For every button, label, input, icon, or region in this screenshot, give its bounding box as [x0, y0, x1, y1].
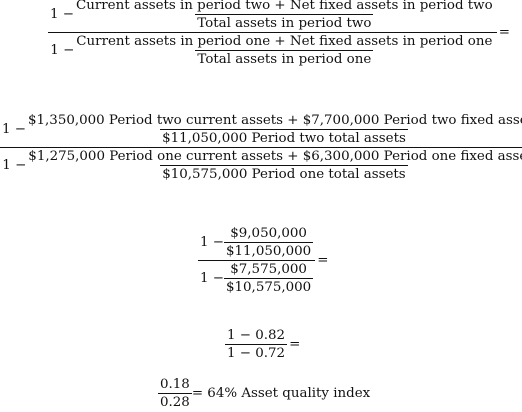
- one-minus-label: 1 −: [200, 271, 224, 286]
- summed-denominator: 1 − $7,575,000 $10,575,000: [198, 261, 315, 296]
- period-two-values-denominator: $11,050,000 Period two total assets: [160, 129, 408, 146]
- period-one-ratio-numerator: Current assets in period one + Net fixed…: [76, 34, 493, 49]
- definition-fraction: 1 − Current assets in period two + Net f…: [48, 0, 497, 68]
- substitution-numerator: 1 − $1,350,000 Period two current assets…: [0, 112, 522, 148]
- result-fraction: 0.18 0.28: [158, 376, 192, 411]
- period-one-sum: $7,575,000 $10,575,000: [224, 261, 314, 296]
- formula-ratios: 1 − 0.82 1 − 0.72 =: [225, 327, 300, 362]
- period-two-ratio-numerator: Current assets in period two + Net fixed…: [76, 0, 493, 13]
- formula-result: 0.18 0.28 = 64% Asset quality index: [158, 376, 370, 411]
- period-one-ratio: Current assets in period one + Net fixed…: [74, 33, 494, 68]
- substitution-denominator: 1 − $1,275,000 Period one current assets…: [0, 148, 522, 183]
- formula-definition: 1 − Current assets in period two + Net f…: [48, 0, 510, 68]
- definition-denominator: 1 − Current assets in period one + Net f…: [48, 33, 496, 68]
- result-numerator: 0.18: [160, 377, 190, 392]
- ratio-fraction: 1 − 0.82 1 − 0.72: [225, 327, 288, 362]
- one-minus-label: 1 −: [50, 43, 75, 58]
- substitution-fraction: 1 − $1,350,000 Period two current assets…: [0, 112, 522, 183]
- asset-quality-index-result: = 64% Asset quality index: [191, 386, 371, 401]
- summed-fraction: 1 − $9,050,000 $11,050,000 1 − $7,575,00…: [198, 225, 316, 296]
- definition-numerator: 1 − Current assets in period two + Net f…: [48, 0, 497, 33]
- period-two-sum: $9,050,000 $11,050,000: [224, 225, 314, 260]
- one-minus-label: 1 −: [50, 7, 74, 22]
- one-minus-label: 1 −: [200, 235, 224, 250]
- equals-sign: =: [498, 25, 510, 40]
- ratio-denominator: 1 − 0.72: [225, 344, 288, 361]
- period-two-ratio: Current assets in period two + Net fixed…: [74, 0, 495, 32]
- period-two-values-numerator: $1,350,000 Period two current assets + $…: [28, 113, 522, 128]
- one-minus-label: 1 −: [2, 158, 27, 173]
- period-one-ratio-denominator: Total assets in period one: [195, 50, 374, 67]
- period-one-values: $1,275,000 Period one current assets + $…: [26, 148, 522, 183]
- ratio-numerator: 1 − 0.82: [227, 328, 286, 343]
- period-one-sum-numerator: $7,575,000: [230, 262, 307, 277]
- summed-numerator: 1 − $9,050,000 $11,050,000: [198, 225, 316, 261]
- period-two-sum-denominator: $11,050,000: [224, 242, 314, 259]
- equals-sign: =: [289, 337, 301, 352]
- period-two-sum-numerator: $9,050,000: [230, 226, 307, 241]
- formula-summed: 1 − $9,050,000 $11,050,000 1 − $7,575,00…: [198, 225, 328, 296]
- formula-substitution: 1 − $1,350,000 Period two current assets…: [0, 112, 522, 183]
- result-denominator: 0.28: [158, 393, 192, 410]
- period-two-values: $1,350,000 Period two current assets + $…: [26, 112, 522, 147]
- equals-sign: =: [317, 253, 329, 268]
- period-one-sum-denominator: $10,575,000: [224, 278, 314, 295]
- period-one-values-denominator: $10,575,000 Period one total assets: [160, 165, 408, 182]
- period-one-values-numerator: $1,275,000 Period one current assets + $…: [28, 149, 522, 164]
- period-two-ratio-denominator: Total assets in period two: [195, 14, 374, 31]
- one-minus-label: 1 −: [2, 122, 26, 137]
